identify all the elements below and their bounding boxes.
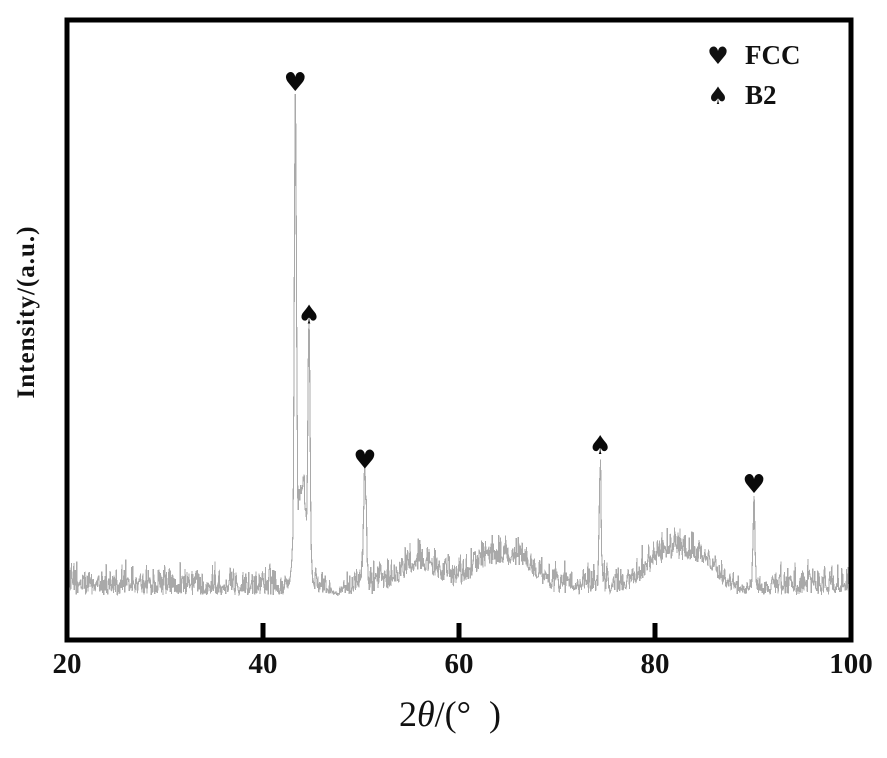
- x-tick-label-20: 20: [52, 648, 82, 680]
- legend-label: B2: [745, 80, 777, 110]
- heart-icon: ♥: [353, 446, 376, 476]
- x-tick-label-80: 80: [640, 648, 670, 680]
- two-theta-suffix: /(° ): [434, 694, 502, 734]
- legend-entry-b2: ♠ B2: [704, 82, 801, 109]
- heart-icon: ♥: [742, 470, 765, 500]
- legend: ♥ FCC ♠ B2: [704, 40, 801, 109]
- heart-icon: ♥: [707, 41, 729, 70]
- plot-frame: [64, 17, 854, 643]
- spade-icon: ♠: [588, 431, 611, 461]
- diffraction-trace: [66, 93, 852, 597]
- intensity-axis-label: Intensity/(a.u.): [13, 225, 40, 399]
- spade-icon: ♠: [707, 81, 729, 110]
- spade-icon: ♠: [297, 300, 320, 330]
- theta-symbol: θ: [416, 694, 435, 734]
- heart-icon: ♥: [284, 68, 307, 98]
- legend-entry-fcc: ♥ FCC: [704, 40, 801, 70]
- x-tick-label-100: 100: [829, 648, 873, 680]
- x-tick-label-60: 60: [444, 648, 474, 680]
- two-theta-prefix: 2: [398, 694, 417, 734]
- two-theta-axis-label: 2θ/(° ): [310, 693, 590, 735]
- x-tick-label-40: 40: [248, 648, 278, 680]
- legend-label: FCC: [745, 40, 801, 70]
